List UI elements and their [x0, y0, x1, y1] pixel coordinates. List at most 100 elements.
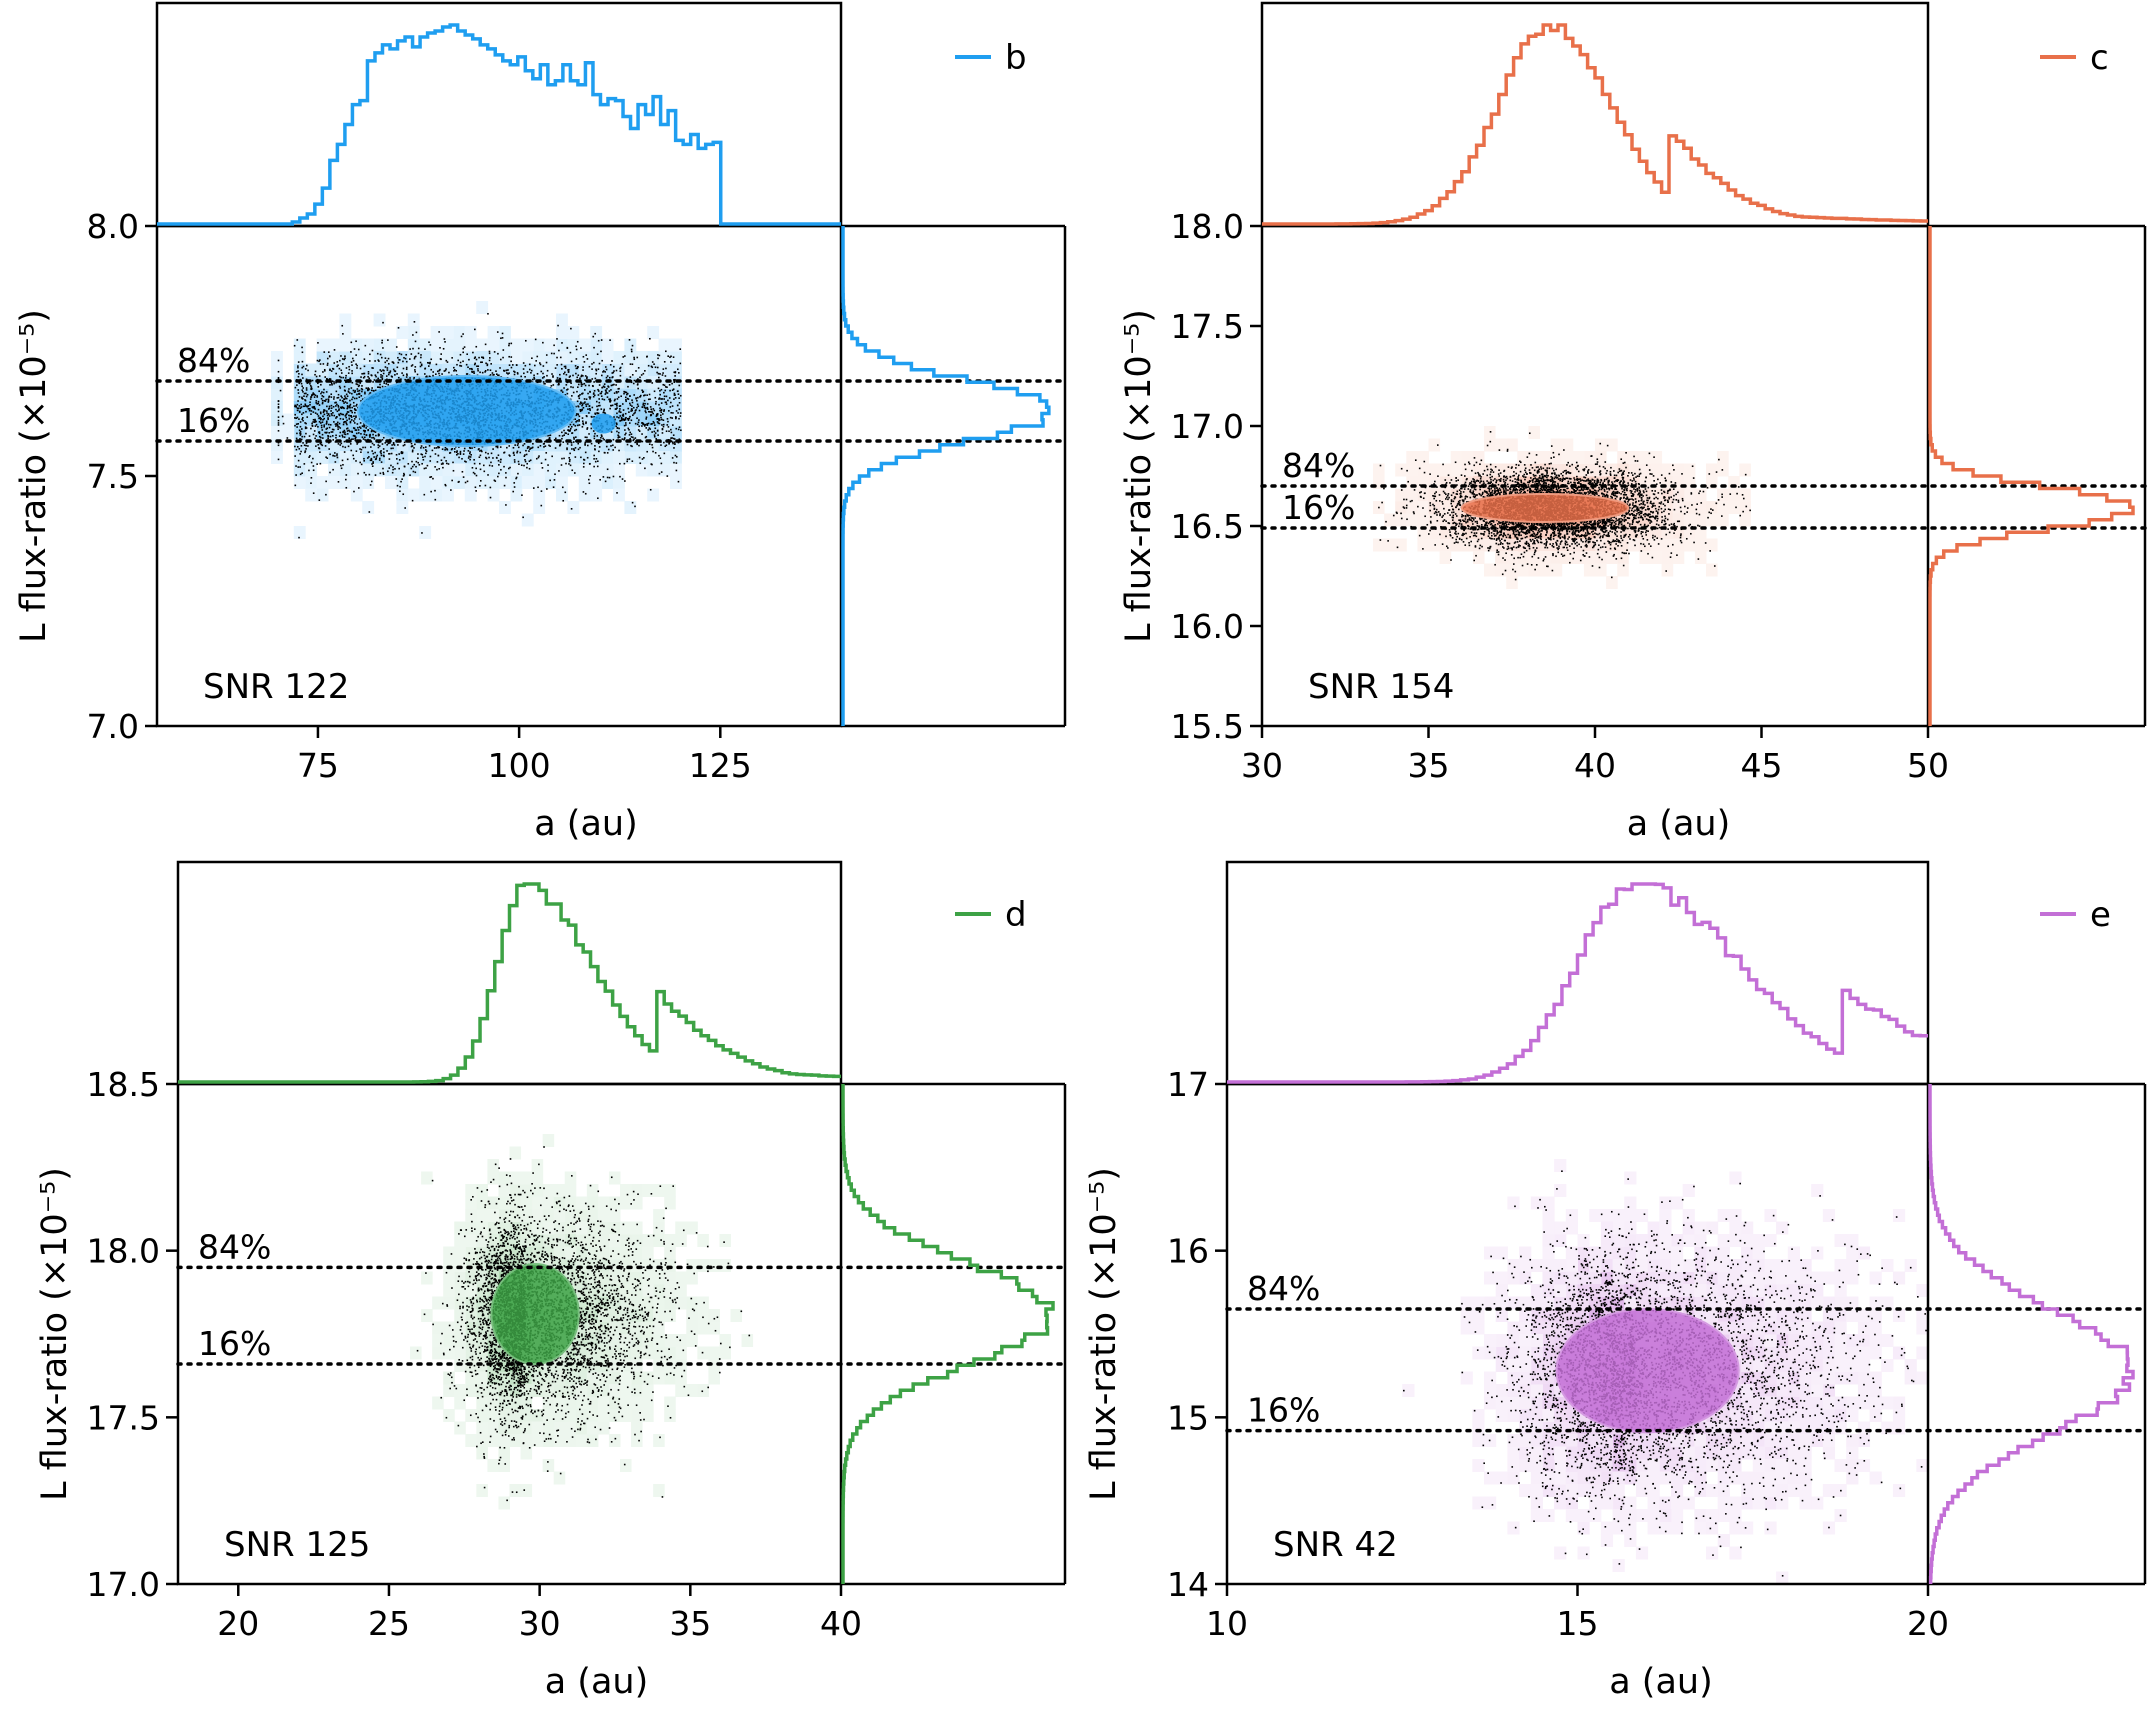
scatter-point [340, 467, 343, 470]
scatter-point [314, 373, 316, 376]
scatter-point [499, 358, 502, 361]
scatter-point [377, 434, 380, 437]
scatter-point [312, 392, 315, 394]
scatter-point [548, 444, 550, 447]
scatter-point [647, 410, 650, 413]
density-cell [328, 413, 340, 427]
scatter-point [495, 373, 498, 376]
scatter-point [305, 395, 308, 398]
scatter-point [381, 375, 384, 377]
scatter-point [300, 438, 303, 441]
scatter-point [496, 331, 499, 333]
scatter-point [294, 424, 296, 427]
scatter-point [667, 399, 669, 402]
scatter-point [414, 370, 417, 373]
scatter-point [342, 376, 345, 379]
scatter-point [434, 453, 437, 455]
scatter-point [438, 375, 441, 377]
scatter-point [570, 444, 573, 446]
scatter-point [679, 412, 682, 414]
scatter-point [425, 452, 427, 455]
scatter-point [430, 476, 433, 478]
scatter-point [361, 372, 363, 375]
scatter-point [441, 373, 443, 375]
density-cell [1683, 526, 1696, 539]
scatter-point [325, 423, 328, 425]
scatter-point [302, 412, 305, 414]
scatter-point [344, 420, 347, 423]
scatter-point [512, 451, 515, 454]
scatter-point [411, 460, 413, 463]
density-cell [1595, 551, 1607, 564]
scatter-point [490, 452, 493, 455]
plot-area-b [271, 301, 682, 539]
density-cell [567, 326, 580, 339]
scatter-point [397, 356, 399, 359]
scatter-point [326, 410, 328, 412]
density-cell [1639, 513, 1651, 527]
scatter-point [523, 455, 526, 457]
density-cell [1528, 538, 1540, 552]
scatter-point [402, 360, 404, 363]
scatter-point [549, 445, 551, 447]
scatter-point [573, 438, 575, 440]
scatter-point [510, 360, 512, 363]
scatter-point [368, 360, 371, 362]
scatter-point [581, 404, 583, 407]
density-cell [613, 413, 625, 427]
scatter-point [317, 426, 319, 428]
scatter-point [317, 386, 320, 388]
scatter-point [561, 457, 563, 460]
scatter-point [532, 487, 535, 489]
scatter-point [388, 467, 391, 469]
scatter-point [434, 489, 436, 492]
scatter-point [522, 368, 525, 370]
scatter-point [372, 381, 374, 383]
scatter-point [404, 378, 406, 381]
density-cell [1506, 576, 1518, 589]
scatter-point [613, 392, 616, 394]
density-cell [647, 401, 660, 414]
scatter-point [631, 409, 634, 412]
scatter-point [653, 422, 655, 424]
scatter-point [462, 347, 465, 350]
y-tick-label: 7.5 [87, 457, 139, 496]
scatter-point [438, 331, 440, 333]
scatter-point [341, 324, 344, 327]
scatter-point [316, 396, 319, 398]
scatter-point [325, 391, 328, 393]
scatter-point [297, 375, 300, 378]
scatter-point [335, 405, 337, 407]
scatter-point [487, 474, 489, 476]
scatter-point [314, 420, 316, 422]
scatter-point [303, 444, 306, 447]
density-cell [1484, 488, 1496, 502]
scatter-point [673, 447, 675, 449]
scatter-point [561, 367, 563, 370]
scatter-point [348, 417, 351, 420]
density-cell [396, 351, 409, 364]
scatter-point [304, 399, 306, 401]
scatter-point [462, 453, 465, 455]
scatter-point [549, 479, 551, 482]
scatter-point [600, 374, 603, 377]
scatter-point [670, 355, 672, 358]
scatter-point [326, 414, 329, 417]
density-cell [1417, 463, 1429, 477]
scatter-point [598, 401, 601, 404]
density-cell [373, 438, 386, 452]
scatter-point [590, 442, 593, 445]
density-cell [464, 363, 477, 377]
scatter-point [588, 478, 590, 481]
density-cell [271, 426, 283, 439]
scatter-point [656, 430, 659, 432]
density-cell [601, 476, 614, 489]
scatter-point [350, 387, 353, 389]
scatter-point [671, 437, 673, 439]
scatter-point [645, 435, 648, 438]
density-cell [419, 363, 432, 377]
scatter-point [552, 376, 554, 378]
density-cell [1683, 476, 1696, 489]
scatter-point [370, 374, 373, 376]
density-cell [1472, 526, 1485, 539]
